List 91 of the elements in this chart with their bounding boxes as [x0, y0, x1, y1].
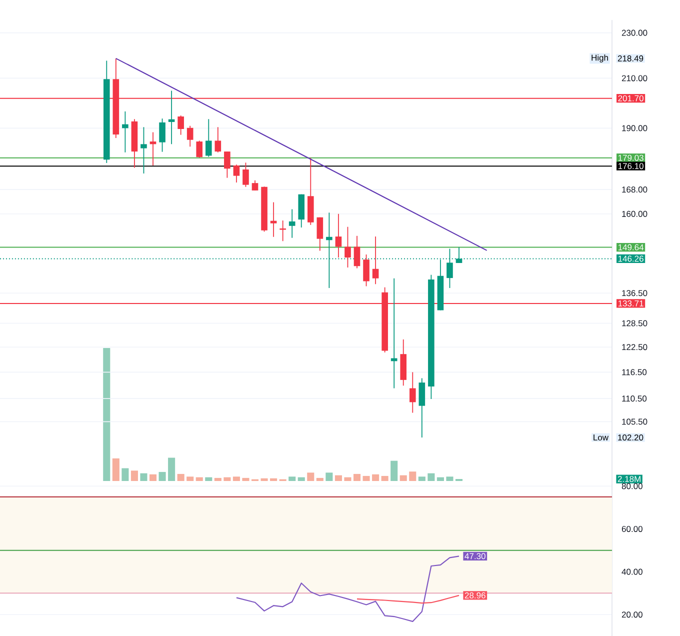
bar [353, 474, 361, 481]
y-tick-label: 105.50 [622, 418, 648, 425]
bar [298, 477, 305, 481]
bar [242, 478, 250, 481]
bar [390, 460, 398, 481]
candlestick [242, 162, 249, 188]
annotation: High [592, 54, 608, 62]
bar [307, 472, 314, 481]
bar [446, 476, 454, 481]
candlestick [335, 213, 342, 258]
candlestick [159, 118, 166, 152]
bar [196, 477, 203, 481]
y-tick-label: 160.00 [622, 210, 648, 217]
candlestick [344, 226, 351, 268]
candlestick [214, 126, 222, 153]
candlestick [418, 378, 426, 438]
bar [149, 474, 157, 481]
bar [205, 477, 212, 481]
bar [260, 478, 268, 481]
y-tick-label: 210.00 [622, 75, 648, 82]
y-tick-label: 128.50 [622, 320, 648, 326]
bar [316, 478, 324, 481]
data-label: 28.96 [464, 592, 486, 598]
text: 218.49 [618, 55, 644, 62]
bar [288, 476, 296, 481]
candlestick [196, 140, 203, 158]
bar [428, 473, 435, 481]
y-tick-label: 136.50 [622, 290, 648, 296]
bar [400, 475, 407, 481]
bar [158, 472, 166, 481]
ref-line-label: 201.70 [618, 95, 644, 102]
candlestick [252, 180, 258, 191]
ref-line-label: 133.71 [618, 300, 644, 306]
bar [326, 472, 333, 481]
y-tick-label: 80.00 [622, 483, 642, 490]
bar [362, 476, 370, 481]
ref-line-label: 179.03 [618, 154, 644, 161]
candlestick [150, 132, 156, 166]
ref-line-label: 146.26 [618, 256, 644, 262]
candlestick [288, 208, 296, 238]
bar [418, 476, 426, 481]
bar [122, 468, 129, 481]
y-tick-label: 230.00 [622, 30, 648, 36]
candlestick [363, 254, 370, 287]
candlestick [233, 164, 240, 183]
candlestick [224, 151, 230, 178]
y-tick-label: 20.00 [622, 612, 642, 618]
bar [177, 474, 184, 481]
candlestick [168, 90, 175, 145]
bar [130, 470, 138, 481]
bar [232, 476, 240, 481]
y-tick-label: 122.50 [622, 344, 648, 350]
bar [168, 458, 176, 481]
y-tick-label: 168.00 [622, 186, 648, 193]
candlestick [390, 278, 398, 389]
y-tick-label: 116.50 [622, 369, 647, 376]
candlestick [372, 236, 379, 285]
candlestick [316, 216, 324, 252]
data-label: 47.30 [464, 553, 486, 560]
text: 2.18M [618, 476, 640, 482]
candlestick [409, 372, 416, 414]
candlestick [186, 125, 194, 148]
bar [214, 478, 222, 481]
bar [381, 476, 388, 481]
bar [224, 477, 231, 481]
bar [186, 476, 194, 481]
candlestick [140, 126, 147, 174]
annotation: Low [594, 434, 609, 440]
candlestick [354, 235, 360, 269]
bar [140, 473, 148, 481]
line-series [356, 594, 460, 604]
text: 102.20 [618, 434, 644, 441]
bar [436, 477, 444, 481]
bar [334, 475, 342, 481]
y-tick-label: 40.00 [622, 568, 642, 575]
y-tick-label: 110.50 [622, 396, 647, 402]
bar [344, 477, 352, 481]
bar [103, 348, 110, 481]
candlestick [122, 110, 128, 153]
line-series [236, 556, 460, 622]
ref-line-label: 176.10 [618, 163, 644, 170]
y-tick-label: 190.00 [622, 125, 648, 132]
y-tick-label: 60.00 [622, 526, 642, 532]
candlestick [205, 118, 212, 158]
bar [372, 474, 380, 481]
candlestick [270, 202, 277, 238]
bar [409, 472, 416, 481]
ref-line-label: 149.64 [618, 244, 644, 250]
bar [112, 458, 120, 481]
bar [270, 478, 278, 481]
candlestick [178, 115, 184, 136]
